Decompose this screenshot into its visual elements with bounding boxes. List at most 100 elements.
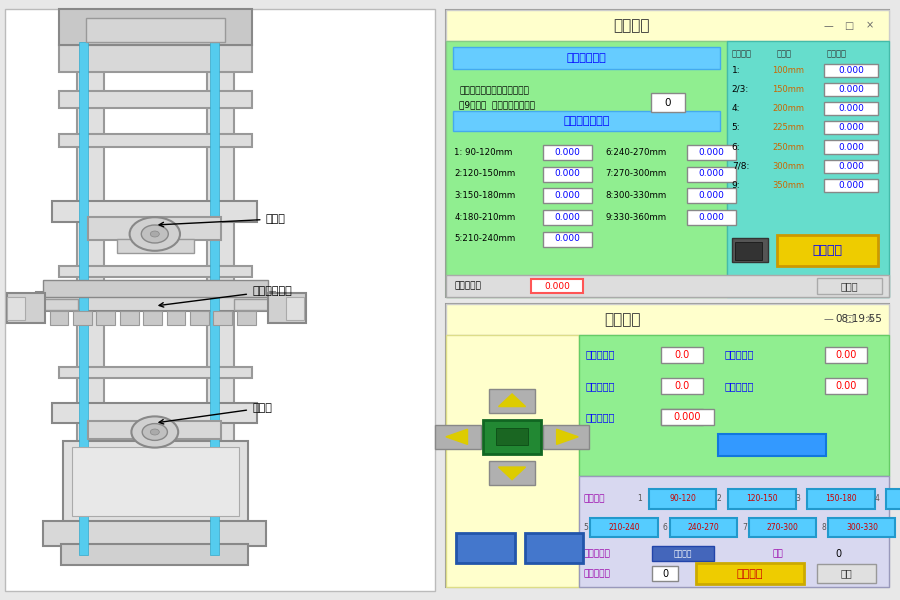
Text: 测量档位校正值: 测量档位校正值 [563,116,609,126]
FancyBboxPatch shape [143,311,162,325]
Polygon shape [499,467,526,479]
Text: 2/3:: 2/3: [732,85,749,94]
FancyBboxPatch shape [446,10,889,41]
FancyBboxPatch shape [210,42,219,555]
FancyBboxPatch shape [531,279,583,293]
FancyBboxPatch shape [43,521,266,546]
FancyBboxPatch shape [732,238,768,262]
Text: 0.000: 0.000 [839,142,864,151]
Text: 210-240: 210-240 [608,523,640,532]
FancyBboxPatch shape [687,145,736,160]
FancyBboxPatch shape [886,490,900,509]
Text: 350mm: 350mm [772,181,805,190]
FancyBboxPatch shape [58,266,252,277]
Text: 档位: 档位 [772,549,783,558]
Text: 0.000: 0.000 [698,169,724,179]
Text: 300mm: 300mm [772,161,805,170]
Text: 0.000: 0.000 [674,412,701,422]
FancyBboxPatch shape [61,544,248,565]
Text: 直径测量模块: 直径测量模块 [159,286,292,307]
FancyBboxPatch shape [453,47,720,69]
Text: 120-150: 120-150 [746,494,778,503]
Text: 2: 2 [716,494,721,503]
FancyBboxPatch shape [190,311,209,325]
Text: 240-270: 240-270 [688,523,720,532]
Text: 0.000: 0.000 [554,169,580,179]
Circle shape [150,429,159,435]
FancyBboxPatch shape [687,188,736,203]
FancyBboxPatch shape [36,292,274,311]
FancyBboxPatch shape [543,210,592,225]
FancyBboxPatch shape [543,232,592,247]
Text: 08:19:55: 08:19:55 [835,314,882,324]
Text: 双点模式: 双点模式 [674,549,692,558]
FancyBboxPatch shape [590,518,658,538]
Text: 4:: 4: [732,104,740,113]
FancyBboxPatch shape [435,425,481,449]
FancyBboxPatch shape [824,121,878,134]
FancyBboxPatch shape [483,420,541,454]
FancyBboxPatch shape [687,167,736,182]
FancyBboxPatch shape [453,111,720,131]
FancyBboxPatch shape [824,64,878,77]
FancyBboxPatch shape [824,179,878,192]
Text: 0: 0 [664,98,671,107]
Text: 6:240-270mm: 6:240-270mm [606,148,667,157]
FancyBboxPatch shape [58,45,252,72]
Text: 3: 3 [795,494,800,503]
FancyBboxPatch shape [86,18,225,42]
FancyBboxPatch shape [446,304,889,587]
FancyBboxPatch shape [649,490,716,509]
FancyBboxPatch shape [543,425,589,449]
FancyBboxPatch shape [79,42,88,555]
FancyBboxPatch shape [58,9,252,45]
Text: 上顶头: 上顶头 [159,214,285,227]
FancyBboxPatch shape [58,367,252,378]
FancyBboxPatch shape [543,145,592,160]
FancyBboxPatch shape [14,299,78,310]
FancyBboxPatch shape [76,42,104,555]
FancyBboxPatch shape [489,389,535,413]
Text: 0.000: 0.000 [669,412,696,422]
Text: 0.000: 0.000 [554,191,580,200]
Text: 直径显示：: 直径显示： [586,412,616,422]
FancyBboxPatch shape [662,378,703,394]
FancyBboxPatch shape [525,533,583,563]
FancyBboxPatch shape [52,201,257,222]
Text: 1:: 1: [732,66,741,75]
Circle shape [131,416,178,448]
Text: 标准棒: 标准棒 [777,49,792,58]
Text: 7: 7 [742,523,747,532]
FancyBboxPatch shape [652,547,714,562]
Circle shape [141,225,168,243]
Text: 9:330-360mm: 9:330-360mm [606,212,667,221]
FancyBboxPatch shape [234,299,299,310]
Text: 测量位置：: 测量位置： [586,381,616,391]
Text: 0.000: 0.000 [839,161,864,170]
Text: 0.000: 0.000 [544,281,570,290]
Text: 0.00: 0.00 [835,381,857,391]
FancyBboxPatch shape [670,518,737,538]
Circle shape [130,217,180,251]
FancyBboxPatch shape [7,293,45,323]
Text: 堵头位置：: 堵头位置： [586,350,616,359]
Text: 0.0: 0.0 [674,381,689,391]
Text: 7:270-300mm: 7:270-300mm [606,169,667,179]
Text: 100mm: 100mm [772,66,805,75]
Circle shape [142,424,167,440]
FancyBboxPatch shape [824,102,878,115]
Text: 0.000: 0.000 [554,148,580,157]
Text: —: — [824,314,832,324]
Text: 5:: 5: [732,123,741,132]
FancyBboxPatch shape [817,278,882,294]
Text: 测量系统: 测量系统 [614,19,650,34]
Text: 0.000: 0.000 [698,212,724,221]
FancyBboxPatch shape [687,210,736,225]
FancyBboxPatch shape [489,461,535,485]
Text: 对应档位: 对应档位 [732,49,752,58]
Text: 0.000: 0.000 [554,212,580,221]
FancyBboxPatch shape [58,91,252,108]
Text: 200mm: 200mm [772,104,805,113]
Text: 5: 5 [583,523,589,532]
Text: 0.000: 0.000 [839,123,864,132]
